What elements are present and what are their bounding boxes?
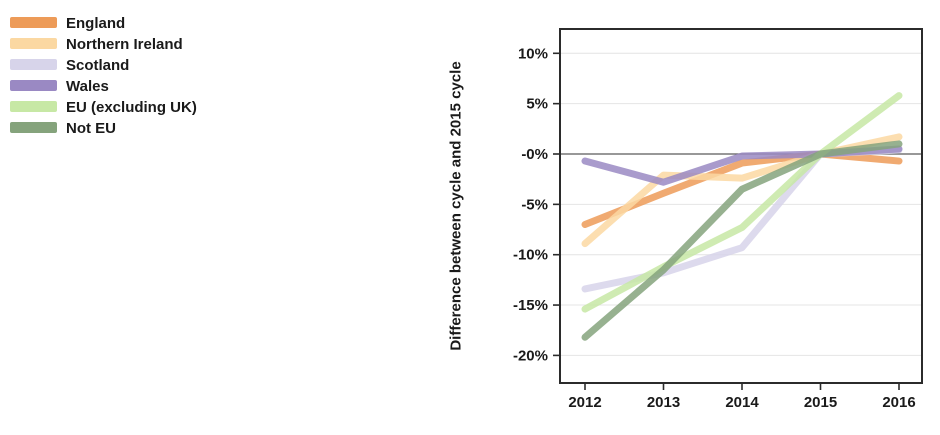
y-tick-label: -20% [513, 347, 548, 364]
y-tick-label: -5% [521, 196, 548, 213]
legend-label: Wales [66, 77, 109, 95]
legend-swatch [10, 38, 57, 49]
series-line-eu-excluding-uk [581, 92, 903, 313]
legend-swatch [10, 122, 57, 133]
x-tick-label: 2016 [882, 394, 915, 411]
legend-swatch [10, 80, 57, 91]
x-tick-label: 2013 [647, 394, 680, 411]
legend-swatch [10, 17, 57, 28]
legend-swatch [10, 59, 57, 70]
legend-item: Not EU [10, 117, 197, 138]
y-tick-label: -15% [513, 297, 548, 314]
series-line-england [581, 150, 903, 228]
legend-label: Not EU [66, 119, 116, 137]
legend-label: EU (excluding UK) [66, 98, 197, 116]
legend-item: Northern Ireland [10, 33, 197, 54]
x-tick-label: 2015 [804, 394, 837, 411]
series-line-not-eu [581, 140, 903, 341]
legend-item: Wales [10, 75, 197, 96]
x-tick-label: 2014 [725, 394, 759, 411]
legend-item: England [10, 12, 197, 33]
y-tick-label: -10% [513, 247, 548, 264]
legend-label: England [66, 14, 126, 32]
legend-swatch [10, 101, 57, 112]
plot-frame [559, 28, 923, 384]
legend-label: Scotland [66, 56, 130, 74]
y-tick-label: 10% [518, 45, 548, 62]
y-tick-label: 5% [526, 96, 548, 113]
legend: England Northern Ireland Scotland Wales EU (… [10, 12, 197, 138]
x-tick-label: 2012 [568, 394, 601, 411]
legend-item: EU (excluding UK) [10, 96, 197, 117]
legend-label: Northern Ireland [66, 35, 183, 53]
legend-item: Scotland [10, 54, 197, 75]
y-tick-label: -0% [521, 146, 548, 163]
